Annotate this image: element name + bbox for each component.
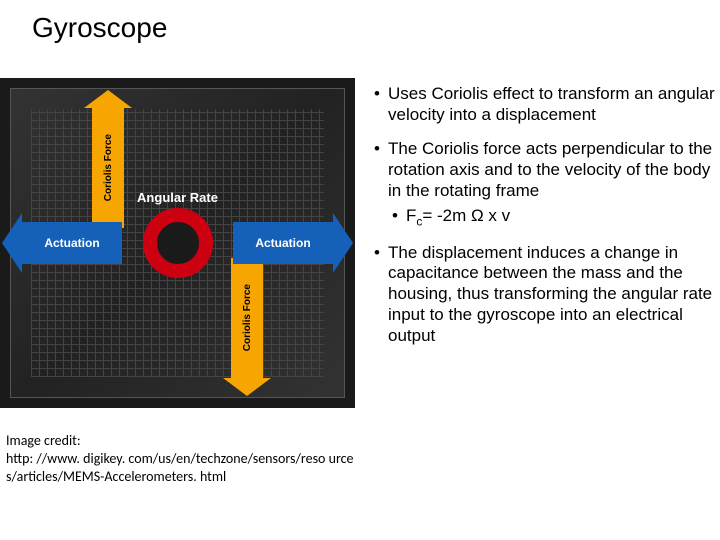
bullet-text: Uses Coriolis effect to transform an ang… <box>388 84 715 124</box>
actuation-arrow-right: Actuation <box>233 222 333 264</box>
actuation-label-right: Actuation <box>255 236 310 250</box>
credit-url: http: //www. digikey. com/us/en/techzone… <box>6 450 354 485</box>
coriolis-label-up: Coriolis Force <box>103 134 114 201</box>
bullet-text: The displacement induces a change in cap… <box>388 243 712 345</box>
credit-label: Image credit: <box>6 432 81 449</box>
bullet-item: The Coriolis force acts perpendicular to… <box>372 139 720 228</box>
bullet-text: The Coriolis force acts perpendicular to… <box>388 139 712 199</box>
actuation-label-left: Actuation <box>44 236 99 250</box>
formula: Fc= -2m Ω x v <box>406 206 510 225</box>
bullet-item: The displacement induces a change in cap… <box>372 243 720 347</box>
bullet-item: Uses Coriolis effect to transform an ang… <box>372 84 720 125</box>
angular-rate-ring <box>143 208 213 278</box>
actuation-arrow-left: Actuation <box>22 222 122 264</box>
coriolis-arrow-down: Coriolis Force <box>231 258 263 378</box>
image-credit: Image credit: http: //www. digikey. com/… <box>6 432 356 487</box>
coriolis-arrow-up: Coriolis Force <box>92 108 124 228</box>
slide-title: Gyroscope <box>32 12 167 44</box>
angular-rate-label: Angular Rate <box>137 190 218 205</box>
gyroscope-figure: Coriolis Force Coriolis Force Actuation … <box>0 78 355 408</box>
coriolis-label-down: Coriolis Force <box>242 284 253 351</box>
sub-bullet-item: Fc= -2m Ω x v <box>388 206 720 229</box>
bullet-list: Uses Coriolis effect to transform an ang… <box>372 84 720 360</box>
